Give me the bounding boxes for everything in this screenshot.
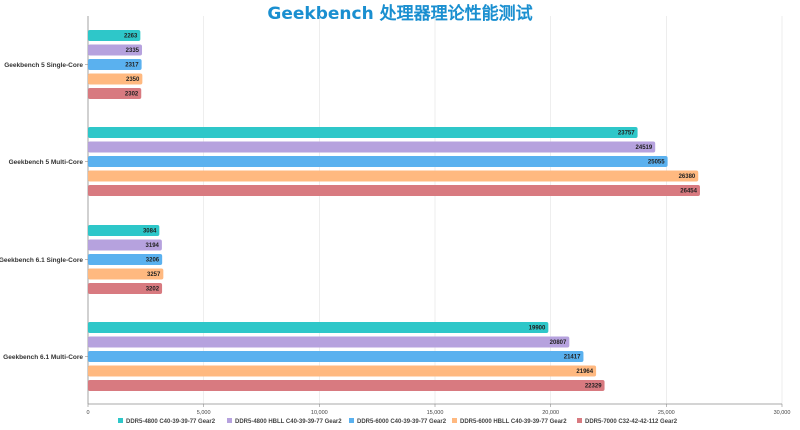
bar-value-label: 25055 <box>648 160 665 166</box>
bar <box>88 141 656 153</box>
legend-item[interactable]: DDR5-6000 C40-39-39-77 Gear2 <box>357 419 447 425</box>
bar <box>88 351 584 362</box>
legend: DDR5-4800 C40-39-39-77 Gear2 DDR5-4800 HB… <box>118 418 678 425</box>
category-label: Geekbench 5 Multi-Core <box>9 159 84 166</box>
bar-value-label: 26380 <box>679 174 696 180</box>
x-tick-label: 0 <box>86 410 89 416</box>
bar-value-label: 23757 <box>618 131 635 137</box>
bar <box>88 156 668 167</box>
bar-value-label: 22329 <box>585 384 602 390</box>
bar <box>88 127 638 138</box>
legend-swatch[interactable] <box>118 418 123 423</box>
x-tick-label: 20,000 <box>542 410 559 416</box>
x-tick-label: 30,000 <box>774 410 791 416</box>
x-tick-label: 10,000 <box>311 410 328 416</box>
bar <box>88 170 699 182</box>
bar <box>88 239 162 251</box>
legend-swatch[interactable] <box>349 418 354 423</box>
bar-value-label: 3257 <box>147 272 161 278</box>
bar <box>88 225 160 236</box>
bar <box>88 44 143 56</box>
bar <box>88 380 605 391</box>
bars: 2263 2335 2317 2350 2302 23757 24519 25055 26380… <box>88 30 700 391</box>
bar <box>88 268 164 280</box>
category-label: Geekbench 6.1 Multi-Core <box>3 354 83 361</box>
bar <box>88 88 142 99</box>
bar <box>88 185 700 196</box>
bar <box>88 283 163 294</box>
legend-swatch[interactable] <box>227 418 232 423</box>
x-axis-ticks: 0 5,000 10,000 15,000 20,000 25,000 30,000 <box>86 410 790 416</box>
bar <box>88 322 549 333</box>
legend-swatch[interactable] <box>452 418 457 423</box>
legend-item[interactable]: DDR5-7000 C32-42-42-112 Gear2 <box>585 419 678 425</box>
bar <box>88 254 163 265</box>
bar-value-label: 20807 <box>550 340 567 346</box>
bar-value-label: 2302 <box>125 92 139 98</box>
category-label: Geekbench 6.1 Single-Core <box>0 257 83 264</box>
legend-item[interactable]: DDR5-4800 C40-39-39-77 Gear2 <box>126 419 216 425</box>
grid <box>85 16 783 407</box>
bar-value-label: 2263 <box>124 34 138 40</box>
bar-value-label: 19900 <box>529 326 546 332</box>
bar-value-label: 24519 <box>636 145 653 151</box>
bar-value-label: 3194 <box>146 243 160 249</box>
bar-value-label: 2317 <box>125 63 139 69</box>
category-labels: Geekbench 5 Single-Core Geekbench 5 Multi… <box>0 62 83 361</box>
category-label: Geekbench 5 Single-Core <box>4 62 83 69</box>
bar-value-label: 21417 <box>564 355 581 361</box>
bar <box>88 336 570 348</box>
bar-value-label: 3202 <box>146 287 160 293</box>
x-tick-label: 15,000 <box>427 410 444 416</box>
bar <box>88 59 142 70</box>
bar-value-label: 2350 <box>126 77 140 83</box>
legend-swatch[interactable] <box>577 418 582 423</box>
bar-value-label: 3206 <box>146 258 160 264</box>
legend-item[interactable]: DDR5-6000 HBLL C40-39-39-77 Gear2 <box>460 419 567 425</box>
bar <box>88 365 597 377</box>
bar-value-label: 2335 <box>126 48 140 54</box>
bar-value-label: 26454 <box>680 189 697 195</box>
chart-title: Geekbench 处理器理论性能测试 <box>267 3 532 24</box>
bar-value-label: 21964 <box>576 369 593 375</box>
bar <box>88 73 143 85</box>
bar <box>88 30 141 41</box>
legend-item[interactable]: DDR5-4800 HBLL C40-39-39-77 Gear2 <box>235 419 342 425</box>
bar-value-label: 3084 <box>143 229 157 235</box>
x-tick-label: 5,000 <box>197 410 211 416</box>
x-tick-label: 25,000 <box>658 410 675 416</box>
